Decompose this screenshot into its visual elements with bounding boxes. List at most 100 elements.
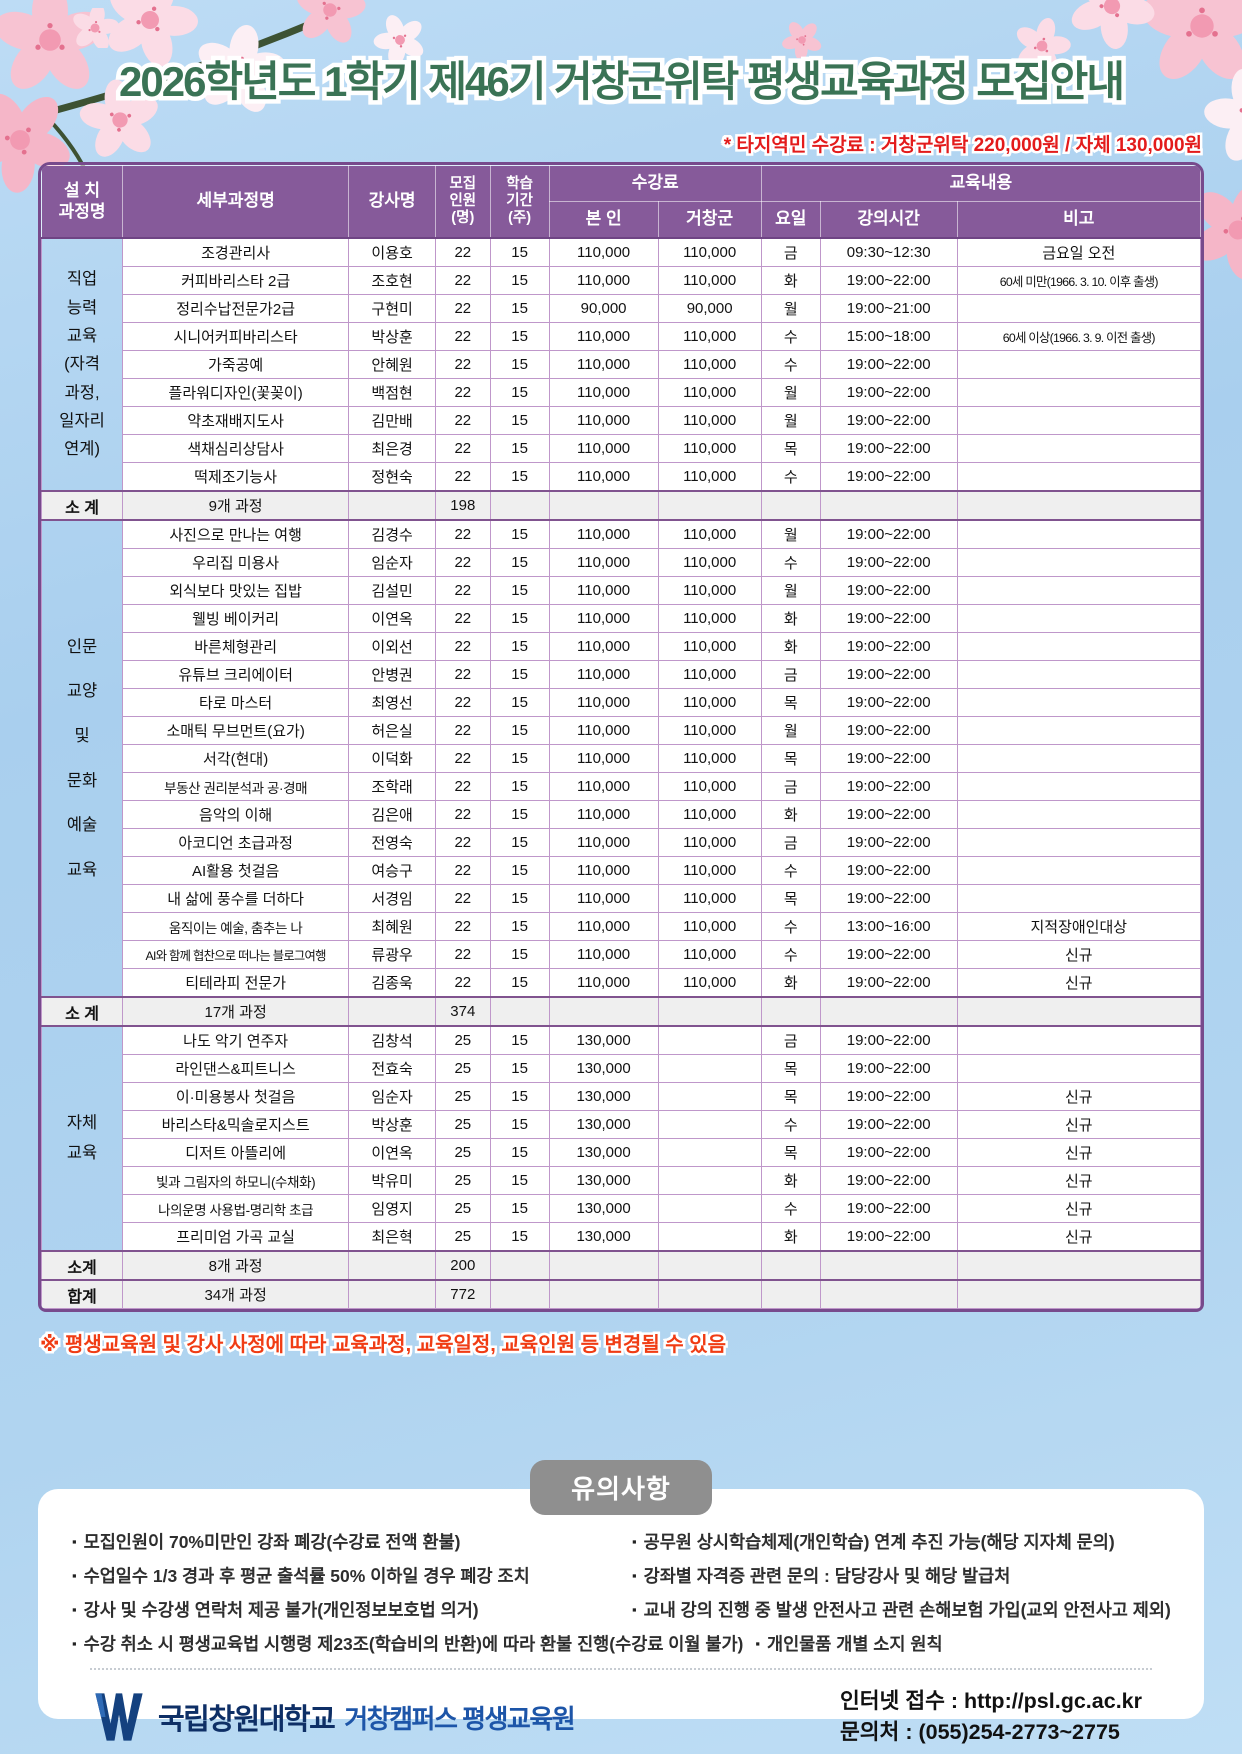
weeks-count: 15	[489, 1194, 550, 1223]
fee-self: 110,000	[548, 322, 659, 351]
course-name: 사진으로 만나는 여행	[122, 519, 350, 549]
course-name: 커피바리스타 2급	[122, 266, 350, 295]
fee-self: 110,000	[548, 519, 659, 549]
fee-geochang	[657, 1194, 762, 1223]
change-footnote: ※ 평생교육원 및 강사 사정에 따라 교육과정, 교육일정, 교육인원 등 변…	[0, 1312, 1242, 1359]
subtotal-label: 소계	[41, 1250, 124, 1281]
course-row: 외식보다 맛있는 집밥 김설민 22 15 110,000 110,000 월 19:00~2…	[42, 576, 1201, 605]
class-time: 19:00~22:00	[819, 1025, 958, 1055]
notice-item: 공무원 상시학습체제(개인학습) 연계 추진 가능(해당 지자체 문의)	[632, 1529, 1115, 1554]
weeks-count: 15	[489, 632, 550, 661]
capacity-count: 22	[435, 828, 491, 857]
capacity-count: 22	[435, 688, 491, 717]
course-name: 부동산 권리분석과 공·경매	[122, 772, 350, 801]
course-row: 내 삶에 풍수를 더하다 서경임 22 15 110,000 110,000 목 19:00~…	[42, 884, 1201, 913]
fee-geochang: 110,000	[657, 716, 762, 745]
capacity-count: 22	[435, 576, 491, 605]
day: 월	[760, 519, 821, 549]
weeks-count: 15	[489, 1054, 550, 1083]
capacity-count: 22	[435, 237, 491, 267]
note: 신규	[956, 1138, 1201, 1167]
course-table-wrap: 설 치 과정명 세부과정명 강사명 모집 인원 (명) 학습 기간 (주) 수강…	[38, 162, 1204, 1312]
class-time: 19:00~22:00	[819, 604, 958, 633]
class-time: 19:00~22:00	[819, 350, 958, 379]
notice-item: 강좌별 자격증 관련 문의 : 담당강사 및 해당 발급처	[632, 1563, 1011, 1588]
course-row: 유튜브 크리에이터 안병권 22 15 110,000 110,000 금 19:00~22:…	[42, 660, 1201, 689]
fee-geochang: 110,000	[657, 828, 762, 857]
notice-item: 강사 및 수강생 연락처 제공 불가(개인정보보호법 의거)	[72, 1597, 632, 1622]
capacity-count: 22	[435, 434, 491, 463]
note: 60세 미만(1966. 3. 10. 이후 출생)	[956, 266, 1201, 295]
fee-geochang: 110,000	[657, 968, 762, 998]
capacity-count: 200	[435, 1250, 491, 1281]
fee-geochang: 110,000	[657, 632, 762, 661]
weeks-count: 15	[489, 1222, 550, 1252]
fee-geochang: 110,000	[657, 688, 762, 717]
notice-item: 모집인원이 70%미만인 강좌 폐강(수강료 전액 환불)	[72, 1529, 632, 1554]
weeks-count: 15	[489, 856, 550, 885]
course-name: 내 삶에 풍수를 더하다	[122, 884, 350, 913]
class-time: 19:00~22:00	[819, 1138, 958, 1167]
fee-self: 110,000	[548, 237, 659, 267]
weeks-count: 15	[489, 548, 550, 577]
header-course: 세부과정명	[122, 165, 350, 239]
fee-geochang: 110,000	[657, 406, 762, 435]
capacity-count: 22	[435, 322, 491, 351]
fee-self: 130,000	[548, 1194, 659, 1223]
capacity-count: 25	[435, 1194, 491, 1223]
fee-self: 110,000	[548, 604, 659, 633]
fee-geochang	[657, 1110, 762, 1139]
day: 금	[760, 772, 821, 801]
course-name: 정리수납전문가2급	[122, 294, 350, 323]
note	[956, 604, 1201, 633]
weeks-count: 15	[489, 884, 550, 913]
capacity-count: 772	[435, 1279, 491, 1309]
divider	[90, 1668, 1152, 1670]
fee-geochang	[657, 1138, 762, 1167]
fee-geochang: 110,000	[657, 576, 762, 605]
note: 신규	[956, 1166, 1201, 1195]
fee-geochang: 110,000	[657, 660, 762, 689]
category-cell: 자체 교육	[41, 1025, 124, 1252]
instructor-name: 박상훈	[348, 1110, 437, 1139]
fee-geochang: 110,000	[657, 519, 762, 549]
class-time: 19:00~22:00	[819, 1166, 958, 1195]
day: 화	[760, 968, 821, 998]
fee-self: 130,000	[548, 1110, 659, 1139]
subtotal-label: 소 계	[41, 996, 124, 1027]
fee-geochang: 90,000	[657, 294, 762, 323]
fee-self: 90,000	[548, 294, 659, 323]
fee-geochang	[657, 996, 762, 1027]
fee-geochang: 110,000	[657, 434, 762, 463]
course-name: 바른체형관리	[122, 632, 350, 661]
note	[956, 772, 1201, 801]
fee-self: 110,000	[548, 716, 659, 745]
instructor-name: 전효숙	[348, 1054, 437, 1083]
fee-self: 110,000	[548, 378, 659, 407]
weeks-count: 15	[489, 800, 550, 829]
capacity-count: 22	[435, 406, 491, 435]
class-time: 19:00~22:00	[819, 884, 958, 913]
course-row: 음악의 이해 김은애 22 15 110,000 110,000 화 19:00~22:00	[42, 800, 1201, 829]
class-time: 19:00~22:00	[819, 660, 958, 689]
course-row: 바리스타&믹솔로지스트 박상훈 25 15 130,000 수 19:00~22:00 신규	[42, 1110, 1201, 1139]
weeks-count: 15	[489, 237, 550, 267]
fee-self: 130,000	[548, 1138, 659, 1167]
fee-geochang: 110,000	[657, 604, 762, 633]
course-row: 라인댄스&피트니스 전효숙 25 15 130,000 목 19:00~22:00	[42, 1054, 1201, 1083]
fee-self: 110,000	[548, 940, 659, 969]
instructor-name: 이연옥	[348, 1138, 437, 1167]
fee-geochang: 110,000	[657, 912, 762, 941]
course-row: AI와 함께 협찬으로 떠나는 블로그여행 류광우 22 15 110,000 110,0…	[42, 940, 1201, 969]
course-row: 플라워디자인(꽃꽂이) 백점현 22 15 110,000 110,000 월 19:00~2…	[42, 378, 1201, 407]
weeks-count: 15	[489, 406, 550, 435]
instructor-name: 임순자	[348, 1082, 437, 1111]
course-name: 나도 악기 연주자	[122, 1025, 350, 1055]
note: 60세 이상(1966. 3. 9. 이전 출생)	[956, 322, 1201, 351]
notice-box: 모집인원이 70%미만인 강좌 폐강(수강료 전액 환불) 공무원 상시학습체제…	[38, 1489, 1204, 1744]
fee-geochang	[657, 1025, 762, 1055]
note: 신규	[956, 968, 1201, 998]
internet-apply-line: 인터넷 접수 : http://psl.gc.ac.kr	[840, 1689, 1142, 1713]
day: 월	[760, 378, 821, 407]
course-name: 조경관리사	[122, 237, 350, 267]
